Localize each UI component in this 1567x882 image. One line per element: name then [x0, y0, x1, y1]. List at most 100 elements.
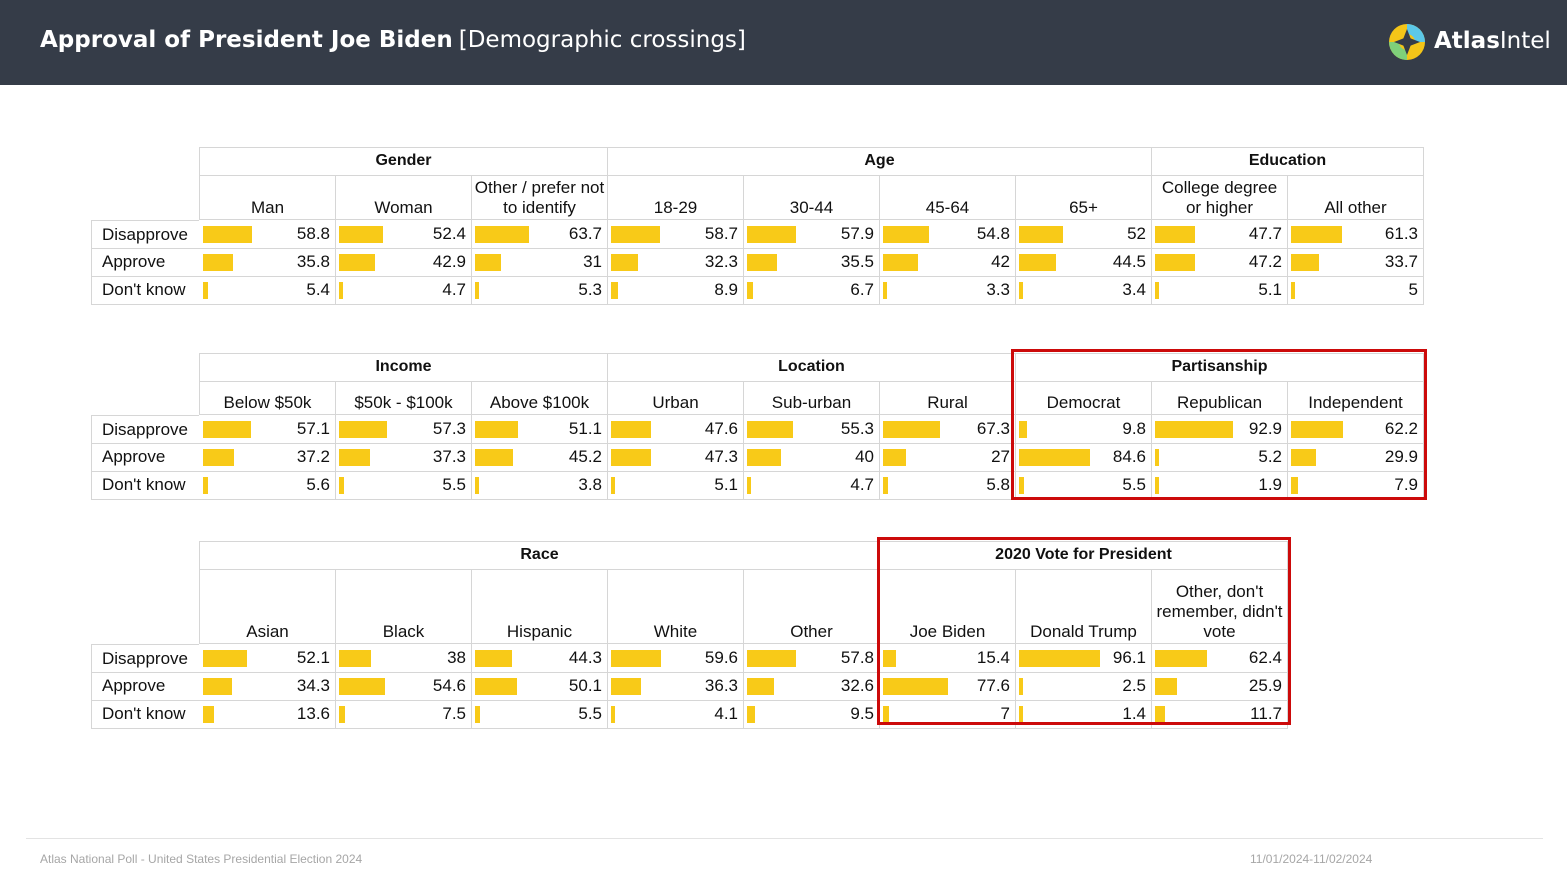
value-label: 52.1	[296, 648, 330, 667]
value-cell: 96.1	[1015, 644, 1152, 673]
value-label: 55.3	[840, 419, 874, 438]
value-bar	[611, 282, 619, 299]
row-label-don-t-know: Don't know	[91, 276, 199, 305]
value-cell: 84.6	[1015, 443, 1152, 472]
value-cell: 4.1	[607, 700, 744, 729]
value-label: 92.9	[1248, 419, 1282, 438]
value-cell: 35.5	[743, 248, 880, 277]
value-bar	[339, 449, 371, 466]
group-header-location: Location	[607, 353, 1016, 382]
value-cell: 57.3	[335, 415, 472, 444]
value-bar	[339, 282, 343, 299]
value-label: 52	[1127, 224, 1146, 243]
value-label: 31	[583, 252, 602, 271]
value-cell: 47.2	[1151, 248, 1288, 277]
group-header-education: Education	[1151, 147, 1424, 176]
value-bar	[1155, 706, 1165, 723]
value-bar	[1155, 449, 1160, 466]
column-header-rural: Rural	[879, 382, 1016, 415]
value-label: 57.8	[840, 648, 874, 667]
value-label: 77.6	[976, 676, 1010, 695]
value-label: 54.8	[976, 224, 1010, 243]
value-cell: 57.1	[199, 415, 336, 444]
value-bar	[475, 678, 518, 695]
value-bar	[883, 449, 906, 466]
value-cell: 47.7	[1151, 220, 1288, 249]
value-bar	[611, 477, 616, 494]
value-bar	[339, 706, 346, 723]
row-label-disapprove: Disapprove	[91, 415, 199, 444]
value-label: 42	[991, 252, 1010, 271]
value-bar	[611, 421, 651, 438]
column-header-hispanic: Hispanic	[471, 570, 608, 644]
value-cell: 54.6	[335, 672, 472, 701]
value-bar	[203, 226, 253, 243]
value-cell: 25.9	[1151, 672, 1288, 701]
column-header-other-prefer-not-to-identify: Other / prefer not to identify	[471, 176, 608, 220]
value-label: 5.1	[1258, 280, 1282, 299]
value-bar	[1291, 477, 1298, 494]
value-label: 33.7	[1384, 252, 1418, 271]
row-label-approve: Approve	[91, 443, 199, 472]
value-cell: 34.3	[199, 672, 336, 701]
value-label: 35.5	[840, 252, 874, 271]
value-label: 8.9	[714, 280, 738, 299]
value-cell: 50.1	[471, 672, 608, 701]
column-header-independent: Independent	[1287, 382, 1424, 415]
column-header-other: Other	[743, 570, 880, 644]
value-bar	[1019, 226, 1063, 243]
value-bar	[1155, 226, 1196, 243]
value-label: 47.6	[704, 419, 738, 438]
value-label: 57.1	[296, 419, 330, 438]
value-cell: 5.1	[607, 471, 744, 500]
value-label: 57.3	[432, 419, 466, 438]
value-label: 5.5	[1122, 475, 1146, 494]
value-bar	[475, 650, 513, 667]
value-label: 47.2	[1248, 252, 1282, 271]
value-bar	[475, 421, 518, 438]
value-bar	[747, 282, 753, 299]
value-cell: 54.8	[879, 220, 1016, 249]
value-cell: 7	[879, 700, 1016, 729]
value-cell: 92.9	[1151, 415, 1288, 444]
value-bar	[611, 254, 639, 271]
value-cell: 13.6	[199, 700, 336, 729]
value-bar	[747, 449, 781, 466]
value-label: 54.6	[432, 676, 466, 695]
value-bar	[883, 421, 940, 438]
value-cell: 44.5	[1015, 248, 1152, 277]
row-label-don-t-know: Don't know	[91, 700, 199, 729]
value-label: 1.4	[1122, 704, 1146, 723]
value-bar	[339, 650, 371, 667]
value-bar	[1019, 449, 1091, 466]
column-header-all-other: All other	[1287, 176, 1424, 220]
value-cell: 32.6	[743, 672, 880, 701]
page-title: Approval of President Joe Biden [Demograp…	[40, 27, 746, 53]
footer-source: Atlas National Poll - United States Pres…	[40, 852, 363, 866]
value-cell: 5.2	[1151, 443, 1288, 472]
column-header-other-don-t-remember-didn-t-vote: Other, don't remember, didn't vote	[1151, 570, 1288, 644]
value-bar	[1155, 477, 1159, 494]
value-bar	[1019, 650, 1100, 667]
value-label: 5.3	[578, 280, 602, 299]
column-header-white: White	[607, 570, 744, 644]
row-label-approve: Approve	[91, 672, 199, 701]
group-header-income: Income	[199, 353, 608, 382]
value-cell: 4.7	[335, 276, 472, 305]
header-bar: Approval of President Joe Biden [Demograp…	[0, 0, 1567, 85]
value-label: 9.5	[850, 704, 874, 723]
value-cell: 35.8	[199, 248, 336, 277]
value-bar	[747, 226, 796, 243]
value-bar	[747, 650, 796, 667]
partisanship-highlight-box	[1011, 349, 1427, 500]
column-header-30-44: 30-44	[743, 176, 880, 220]
value-label: 45.2	[568, 447, 602, 466]
value-label: 4.7	[442, 280, 466, 299]
value-cell: 5	[1287, 276, 1424, 305]
value-bar	[1155, 678, 1177, 695]
value-cell: 44.3	[471, 644, 608, 673]
value-label: 32.6	[840, 676, 874, 695]
value-bar	[1291, 254, 1320, 271]
value-label: 27	[991, 447, 1010, 466]
value-cell: 45.2	[471, 443, 608, 472]
